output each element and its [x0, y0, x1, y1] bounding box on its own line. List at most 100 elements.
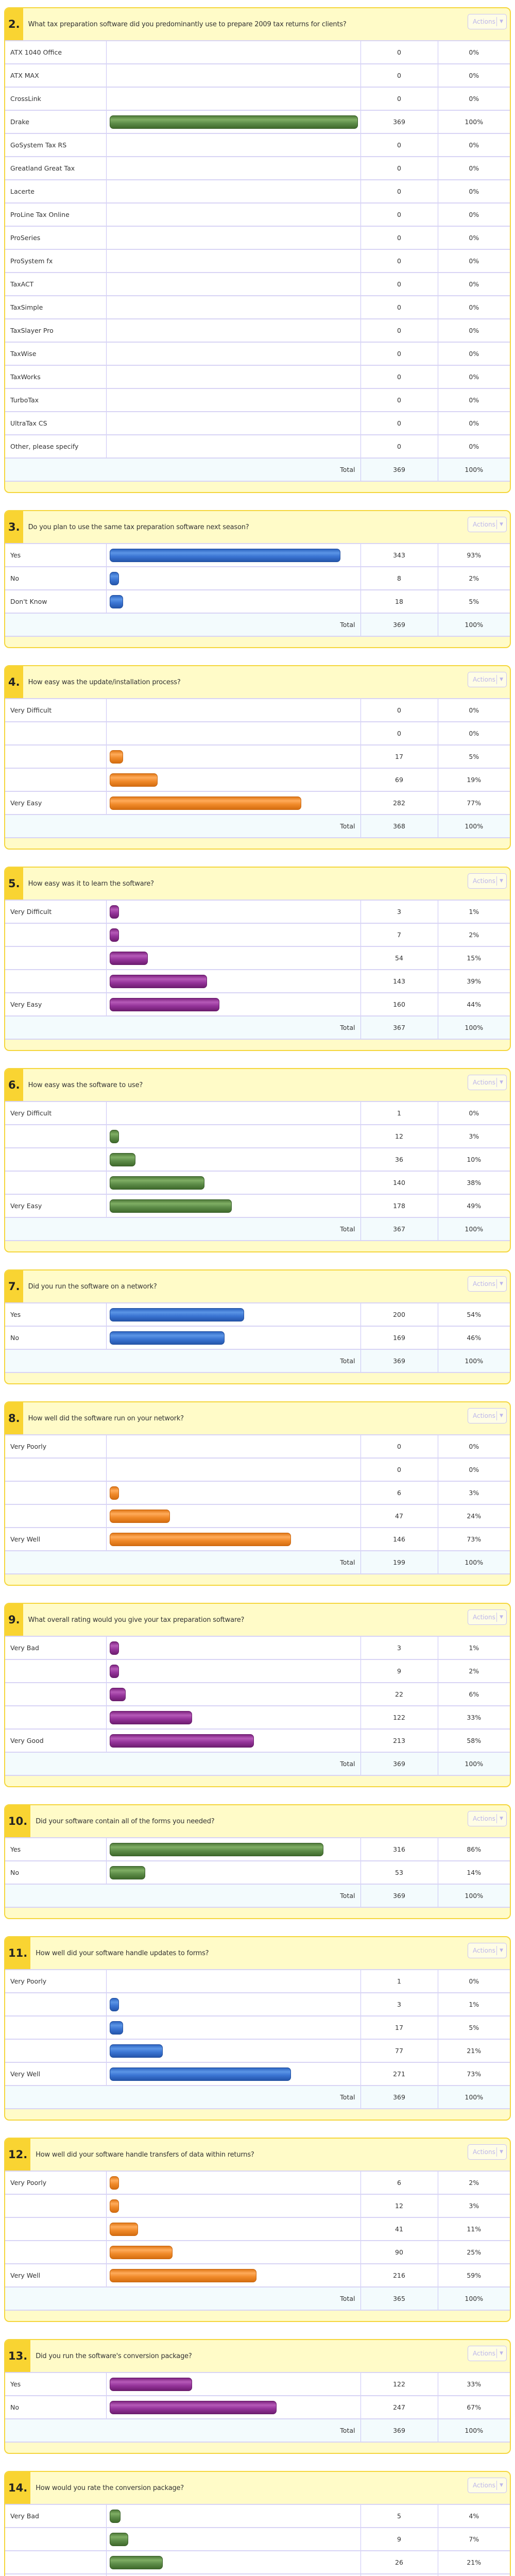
- question-footer: [5, 2443, 510, 2453]
- bar-cell: [106, 2039, 361, 2063]
- total-label: Total: [5, 2287, 361, 2311]
- actions-label: Actions: [473, 1815, 495, 1822]
- answer-label: TaxACT: [10, 280, 34, 288]
- actions-divider: [496, 675, 497, 684]
- chevron-down-icon: ▼: [500, 2149, 503, 2155]
- answer-label-cell: TaxWorks: [5, 365, 107, 389]
- response-percent: 2%: [438, 567, 510, 590]
- chevron-down-icon: ▼: [500, 677, 503, 682]
- question-number: 14.: [5, 2472, 31, 2504]
- actions-dropdown-button[interactable]: Actions ▼: [468, 2478, 507, 2493]
- actions-divider: [496, 17, 497, 26]
- response-percent: 0%: [438, 365, 510, 389]
- table-row: Other, please specify 0 0%: [5, 435, 510, 459]
- table-row: 17 5%: [5, 745, 510, 769]
- answer-label-cell: [5, 946, 107, 970]
- total-row: Total 369 100%: [5, 2419, 510, 2443]
- response-count: 36: [360, 1148, 438, 1172]
- actions-dropdown-button[interactable]: Actions ▼: [468, 873, 507, 889]
- table-row: Greatland Great Tax 0 0%: [5, 157, 510, 180]
- response-percent: 0%: [438, 249, 510, 273]
- response-percent: 0%: [438, 1458, 510, 1482]
- response-count: 0: [360, 1458, 438, 1482]
- actions-dropdown-button[interactable]: Actions ▼: [468, 1943, 507, 1958]
- actions-divider: [496, 2147, 497, 2157]
- answer-label: No: [10, 574, 19, 582]
- response-percent: 2%: [438, 2172, 510, 2195]
- response-percent: 0%: [438, 87, 510, 111]
- total-row: Total 199 100%: [5, 1551, 510, 1574]
- question-footer: [5, 2311, 510, 2321]
- response-count: 7: [360, 923, 438, 947]
- answer-label-cell: TaxSimple: [5, 296, 107, 319]
- actions-dropdown-button[interactable]: Actions ▼: [468, 672, 507, 687]
- answer-label-cell: [5, 2528, 107, 2551]
- bar-cell: [106, 64, 361, 88]
- table-row: UltraTax CS 0 0%: [5, 412, 510, 435]
- response-count: 18: [360, 590, 438, 614]
- table-row: Very Bad 3 1%: [5, 1637, 510, 1660]
- bar-cell: [106, 993, 361, 1016]
- response-bar: [109, 997, 219, 1011]
- chevron-down-icon: ▼: [500, 2483, 503, 2488]
- bar-cell: [106, 699, 361, 722]
- response-count: 17: [360, 2016, 438, 2040]
- answer-label: Drake: [10, 117, 29, 126]
- question-header: 5. How easy was it to learn the software…: [5, 868, 510, 901]
- answer-label: TaxSlayer Pro: [10, 326, 54, 334]
- total-label: Total: [5, 613, 361, 637]
- table-row: 122 33%: [5, 1706, 510, 1730]
- chevron-down-icon: ▼: [500, 1413, 503, 1418]
- total-count: 369: [360, 1349, 438, 1373]
- total-row: Total 369 100%: [5, 2086, 510, 2109]
- total-percent: 100%: [438, 2086, 510, 2109]
- response-percent: 5%: [438, 590, 510, 614]
- response-percent: 21%: [438, 2551, 510, 2574]
- actions-dropdown-button[interactable]: Actions ▼: [468, 1408, 507, 1423]
- actions-dropdown-button[interactable]: Actions ▼: [468, 1609, 507, 1625]
- actions-dropdown-button[interactable]: Actions ▼: [468, 517, 507, 532]
- question-title: How well did your software handle transf…: [36, 2150, 254, 2159]
- total-percent: 100%: [438, 2287, 510, 2311]
- response-percent: 0%: [438, 296, 510, 319]
- total-row: Total 368 100%: [5, 815, 510, 838]
- table-row: 140 38%: [5, 1171, 510, 1195]
- response-count: 41: [360, 2217, 438, 2241]
- results-table: ATX 1040 Office 0 0% ATX MAX 0 0% CrossLink 0 0%…: [5, 41, 510, 482]
- results-table: Very Difficult 0 0% 0 0% 17 5% 69 19% Very Easy 28…: [5, 699, 510, 838]
- answer-label: Very Difficult: [10, 1109, 52, 1117]
- actions-dropdown-button[interactable]: Actions ▼: [468, 14, 507, 29]
- actions-dropdown-button[interactable]: Actions ▼: [468, 1276, 507, 1292]
- actions-dropdown-button[interactable]: Actions ▼: [468, 1075, 507, 1090]
- actions-dropdown-button[interactable]: Actions ▼: [468, 1811, 507, 1826]
- total-row: Total 369 100%: [5, 458, 510, 482]
- actions-label: Actions: [473, 18, 495, 25]
- bar-cell: [106, 768, 361, 792]
- response-count: 0: [360, 157, 438, 180]
- actions-dropdown-button[interactable]: Actions ▼: [468, 2144, 507, 2160]
- response-percent: 25%: [438, 2241, 510, 2264]
- answer-label: Very Easy: [10, 799, 42, 807]
- answer-label-cell: [5, 1458, 107, 1482]
- question-card-4: 4. How easy was the update/installation …: [4, 665, 511, 850]
- response-bar: [109, 1866, 145, 1879]
- response-bar: [109, 1710, 192, 1724]
- answer-label: Very Bad: [10, 1643, 39, 1652]
- table-row: No 247 67%: [5, 2396, 510, 2419]
- response-bar: [109, 1664, 119, 1678]
- bar-cell: [106, 435, 361, 459]
- actions-dropdown-button[interactable]: Actions ▼: [468, 2346, 507, 2361]
- bar-cell: [106, 1637, 361, 1660]
- response-bar: [109, 1129, 119, 1143]
- total-row: Total 369 100%: [5, 613, 510, 637]
- response-percent: 3%: [438, 2194, 510, 2218]
- table-row: Lacerte 0 0%: [5, 180, 510, 204]
- response-percent: 0%: [438, 1970, 510, 1993]
- response-bar: [109, 1842, 323, 1856]
- response-percent: 73%: [438, 2062, 510, 2086]
- table-row: 0 0%: [5, 722, 510, 745]
- table-row: ProLine Tax Online 0 0%: [5, 203, 510, 227]
- answer-label-cell: GoSystem Tax RS: [5, 133, 107, 157]
- question-title: How easy was the update/installation pro…: [28, 678, 181, 686]
- chevron-down-icon: ▼: [500, 1080, 503, 1085]
